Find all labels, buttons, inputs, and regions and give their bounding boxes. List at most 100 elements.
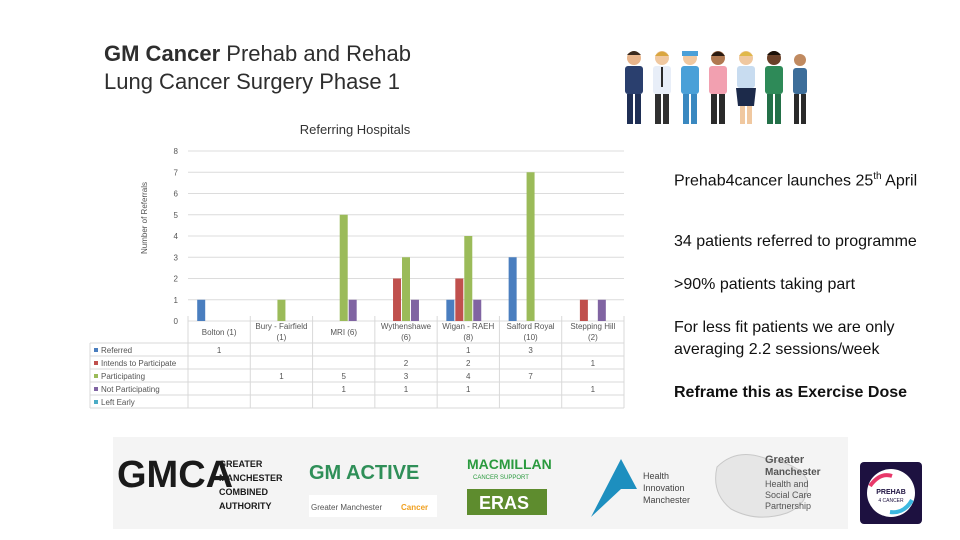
x-tick-label-3: MRI (6) — [330, 328, 357, 337]
table-value-3-5: 4 — [466, 372, 471, 381]
y-tick-label-8: 8 — [174, 147, 179, 156]
gm-cancer-prefix: Greater Manchester — [311, 503, 382, 512]
staff-figure-4 — [709, 51, 727, 124]
x-tick-label-2-a: Bury - Fairfield — [255, 322, 307, 331]
partner-logos: GMCA GREATER MANCHESTER COMBINED AUTHORI… — [117, 454, 821, 518]
bar-3-5 — [464, 236, 473, 321]
staff-figure-1 — [625, 51, 643, 124]
table-value-4-3: 1 — [341, 385, 346, 394]
table-value-3-3: 5 — [341, 372, 346, 381]
y-tick-label-2: 2 — [174, 275, 179, 284]
x-tick-label-6-a: Salford Royal — [507, 322, 555, 331]
bar-3-2 — [277, 299, 286, 321]
chart-title: Referring Hospitals — [299, 122, 411, 137]
table-value-3-6: 7 — [528, 372, 533, 381]
x-tick-label-5-b: (8) — [463, 333, 473, 342]
gmca-logo: GMCA GREATER MANCHESTER COMBINED AUTHORI… — [117, 454, 283, 511]
gmca-sub-2: MANCHESTER — [219, 473, 283, 483]
staff-figure-5 — [736, 51, 756, 124]
gmca-sub-3: COMBINED — [219, 487, 268, 497]
gmhsc-line-5: Partnership — [765, 501, 811, 511]
gmca-sub-4: AUTHORITY — [219, 501, 272, 511]
bullet-reframe: Reframe this as Exercise Dose — [674, 384, 908, 401]
y-axis-label: Number of Referrals — [140, 182, 149, 254]
gm-health-social-care-logo: Greater Manchester Health and Social Car… — [715, 454, 821, 518]
x-tick-label-7-a: Stepping Hill — [570, 322, 615, 331]
bullet-participation: >90% patients taking part — [674, 276, 856, 293]
gmca-wordmark: GMCA — [117, 454, 233, 496]
table-value-1-5: 1 — [466, 346, 471, 355]
table-value-3-2: 1 — [279, 372, 284, 381]
eras-wordmark: ERAS — [479, 493, 529, 513]
gm-active-wordmark: GM ACTIVE — [309, 462, 419, 484]
eras-logo: ERAS — [467, 489, 547, 515]
bar-4-5 — [473, 299, 482, 321]
y-tick-label-5: 5 — [174, 211, 179, 220]
table-value-1-6: 3 — [528, 346, 533, 355]
y-tick-label-4: 4 — [174, 232, 179, 241]
gmca-sub-1: GREATER — [219, 459, 263, 469]
bullet-referred: 34 patients referred to programme — [674, 233, 917, 250]
staff-figure-3 — [681, 51, 699, 124]
table-value-3-4: 3 — [404, 372, 409, 381]
gmhsc-line-2: Manchester — [765, 467, 821, 478]
hi-mark — [591, 459, 637, 517]
title-bold: GM Cancer — [104, 41, 221, 66]
prehab-line-1: PREHAB — [876, 489, 906, 496]
prehab4cancer-logo-mark: PREHAB 4 CANCER — [867, 469, 915, 517]
legend-label-5: Left Early — [101, 398, 135, 407]
health-innovation-logo: Health Innovation Manchester — [591, 459, 690, 517]
gm-cancer-word: Cancer — [401, 503, 428, 512]
prehab-line-2: 4 CANCER — [878, 498, 904, 504]
x-tick-label-5-a: Wigan - RAEH — [442, 322, 494, 331]
x-tick-label-1: Bolton (1) — [202, 328, 237, 337]
healthcare-staff-illustration — [625, 51, 807, 124]
x-tick-label-6-b: (10) — [523, 333, 538, 342]
hi-line-1: Health — [643, 471, 669, 481]
macmillan-wordmark: MACMILLAN — [467, 456, 552, 472]
gmhsc-line-4: Social Care — [765, 490, 812, 500]
y-tick-label-6: 6 — [174, 190, 179, 199]
table-value-4-4: 1 — [404, 385, 409, 394]
bar-4-7 — [597, 299, 606, 321]
gmhsc-line-3: Health and — [765, 479, 809, 489]
legend-label-2: Intends to Participate — [101, 359, 177, 368]
table-value-4-5: 1 — [466, 385, 471, 394]
bar-1-5 — [446, 299, 455, 321]
title-rest: Prehab and Rehab — [226, 41, 411, 66]
bullet-launch-sup: th — [873, 171, 882, 182]
table-value-1-1: 1 — [217, 346, 222, 355]
bullet-launch-tail: April — [881, 172, 918, 190]
partner-logos-banner: GMCA GREATER MANCHESTER COMBINED AUTHORI… — [113, 437, 848, 529]
macmillan-logo: MACMILLAN CANCER SUPPORT — [467, 456, 552, 481]
bar-3-6 — [526, 172, 535, 321]
staff-figure-6 — [765, 51, 783, 124]
bar-3-4 — [402, 257, 410, 321]
legend-key-3 — [94, 374, 98, 378]
y-tick-label-3: 3 — [174, 253, 179, 262]
bar-3-3 — [339, 214, 348, 321]
bar-1-6 — [508, 257, 517, 321]
x-tick-label-7-b: (2) — [588, 333, 598, 342]
table-value-4-7: 1 — [591, 385, 596, 394]
bar-4-4 — [410, 299, 419, 321]
legend-key-2 — [94, 361, 98, 365]
x-tick-label-4-a: Wythenshawe — [381, 322, 432, 331]
staff-figure-2 — [653, 51, 671, 124]
staff-figure-7 — [793, 54, 807, 124]
x-tick-label-2-b: (1) — [277, 333, 287, 342]
table-value-2-7: 1 — [591, 359, 596, 368]
bar-1-1 — [197, 299, 206, 321]
legend-label-1: Referred — [101, 346, 132, 355]
legend-key-1 — [94, 348, 98, 352]
bar-2-7 — [579, 299, 588, 321]
gmhsc-line-1: Greater — [765, 454, 805, 466]
macmillan-sub: CANCER SUPPORT — [473, 475, 529, 481]
bar-2-5 — [455, 278, 464, 321]
title-line-2: Lung Cancer Surgery Phase 1 — [104, 69, 400, 94]
title-line-1: GM Cancer Prehab and Rehab — [104, 40, 411, 68]
prehab4cancer-logo: PREHAB 4 CANCER — [860, 462, 922, 524]
bullet-sessions: For less fit patients we are only averag… — [674, 319, 895, 358]
y-tick-label-1: 1 — [174, 296, 179, 305]
